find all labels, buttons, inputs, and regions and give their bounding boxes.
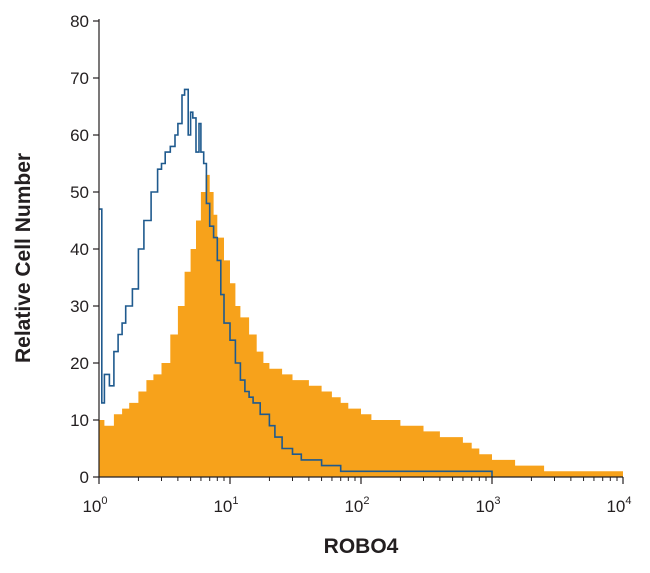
x-tick-base: 10 <box>82 497 101 516</box>
y-tick-label: 70 <box>70 69 89 88</box>
x-tick-base: 10 <box>344 497 363 516</box>
y-tick-label: 60 <box>70 126 89 145</box>
orange-filled-histogram-layer <box>99 174 623 477</box>
x-tick-label: 104 <box>606 495 631 516</box>
x-tick-base: 10 <box>475 497 494 516</box>
y-tick-label: 50 <box>70 183 89 202</box>
y-tick-label: 80 <box>70 12 89 31</box>
y-tick-label: 20 <box>70 354 89 373</box>
x-tick-exponent: 0 <box>101 495 107 507</box>
y-tick-label: 10 <box>70 411 89 430</box>
x-tick-exponent: 3 <box>494 495 500 507</box>
x-tick-label: 101 <box>213 495 238 516</box>
series-1-outline-histogram <box>99 88 493 477</box>
x-tick-label: 102 <box>344 495 369 516</box>
y-axis-title: Relative Cell Number <box>12 153 35 363</box>
x-tick-base: 10 <box>213 497 232 516</box>
x-tick-exponent: 2 <box>363 495 369 507</box>
x-tick-exponent: 1 <box>232 495 238 507</box>
y-tick-label: 0 <box>80 468 89 487</box>
x-axis-title: ROBO4 <box>324 535 399 558</box>
x-tick-label: 103 <box>475 495 500 516</box>
x-tick-base: 10 <box>606 497 625 516</box>
y-tick-label: 30 <box>70 297 89 316</box>
series-0-filled-histogram <box>99 174 623 477</box>
blue-outline-histogram-layer <box>99 88 493 477</box>
y-tick-label: 40 <box>70 240 89 259</box>
x-tick-exponent: 4 <box>625 495 631 507</box>
x-tick-label: 100 <box>82 495 107 516</box>
